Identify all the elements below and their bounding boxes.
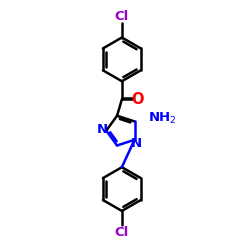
Text: NH$_2$: NH$_2$ bbox=[148, 112, 176, 126]
Text: Cl: Cl bbox=[115, 226, 129, 239]
Text: N: N bbox=[96, 123, 108, 136]
Text: N: N bbox=[131, 137, 142, 150]
Text: Cl: Cl bbox=[115, 10, 129, 23]
Text: O: O bbox=[131, 92, 144, 107]
